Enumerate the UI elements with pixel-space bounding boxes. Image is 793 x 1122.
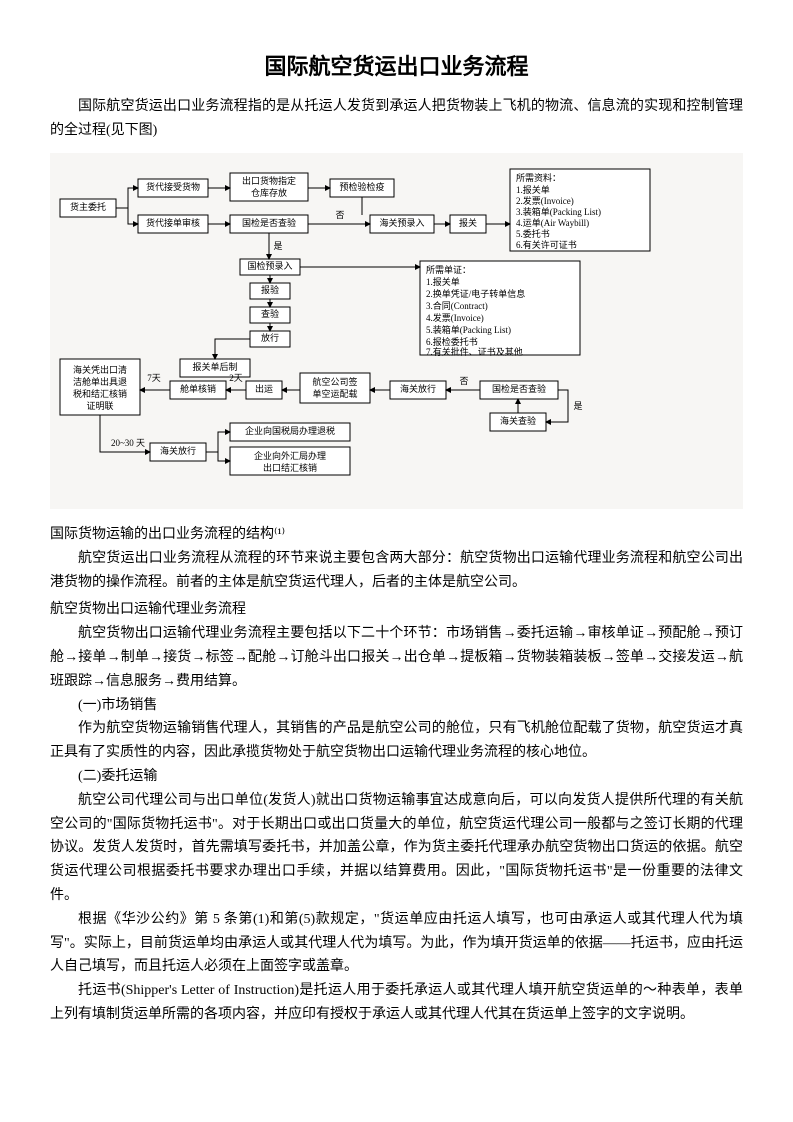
svg-text:海关放行: 海关放行 — [400, 383, 436, 394]
svg-text:国检是否查验: 国检是否查验 — [242, 217, 296, 228]
process-flowchart: 货主委托 货代接受货物 货代接单审核 出口货物指定仓库存放 预检验检疫 国检是否… — [50, 153, 743, 509]
svg-text:货代接单审核: 货代接单审核 — [146, 217, 200, 228]
svg-text:航空公司签: 航空公司签 — [312, 376, 357, 387]
svg-text:出口货物指定: 出口货物指定 — [242, 175, 296, 186]
svg-text:7.有关批件、证书及其他: 7.有关批件、证书及其他 — [426, 346, 523, 357]
svg-text:3.合同(Contract): 3.合同(Contract) — [426, 300, 488, 311]
section-2-para3: 托运书(Shipper's Letter of Instruction)是托运人… — [50, 979, 743, 1027]
structure-head: 国际货物运输的出口业务流程的结构⁽¹⁾ — [50, 523, 743, 547]
svg-text:1.报关单: 1.报关单 — [426, 276, 460, 287]
svg-text:企业向外汇局办理: 企业向外汇局办理 — [254, 450, 326, 461]
svg-text:证明联: 证明联 — [86, 401, 113, 411]
svg-text:企业向国税局办理退税: 企业向国税局办理退税 — [245, 425, 335, 436]
section-2-para1: 航空公司代理公司与出口单位(发货人)就出口货物运输事宜达成意向后，可以向发货人提… — [50, 789, 743, 908]
svg-text:海关预录入: 海关预录入 — [379, 217, 424, 228]
svg-text:2.发票(Invoice): 2.发票(Invoice) — [516, 195, 574, 206]
svg-text:所需资料：: 所需资料： — [516, 172, 561, 183]
svg-text:货主委托: 货主委托 — [70, 201, 106, 212]
section-2-para2: 根据《华沙公约》第 5 条第(1)和第(5)款规定，"货运单应由托运人填写，也可… — [50, 908, 743, 979]
structure-para: 航空货运出口业务流程从流程的环节来说主要包含两大部分：航空货物出口运输代理业务流… — [50, 547, 743, 595]
svg-text:仓库存放: 仓库存放 — [251, 187, 287, 198]
svg-text:5.委托书: 5.委托书 — [516, 228, 550, 239]
svg-text:2天: 2天 — [229, 373, 243, 383]
svg-text:6.报检委托书: 6.报检委托书 — [426, 336, 478, 347]
svg-text:5.装箱单(Packing List): 5.装箱单(Packing List) — [426, 324, 511, 335]
svg-text:洁舱单出具退: 洁舱单出具退 — [73, 376, 127, 387]
svg-text:查验: 查验 — [261, 308, 279, 319]
svg-text:3.装箱单(Packing List): 3.装箱单(Packing List) — [516, 206, 601, 217]
svg-text:所需单证：: 所需单证： — [426, 264, 471, 275]
svg-text:是: 是 — [273, 241, 282, 251]
svg-text:7天: 7天 — [147, 373, 161, 383]
svg-text:海关放行: 海关放行 — [160, 445, 196, 456]
svg-text:否: 否 — [335, 210, 344, 220]
section-1-head: (一)市场销售 — [50, 694, 743, 718]
agent-flow-para: 航空货物出口运输代理业务流程主要包括以下二十个环节：市场销售→委托运输→审核单证… — [50, 622, 743, 693]
section-1-para: 作为航空货物运输销售代理人，其销售的产品是航空公司的舱位，只有飞机舱位配载了货物… — [50, 717, 743, 765]
svg-text:单空运配载: 单空运配载 — [312, 388, 357, 399]
svg-text:海关查验: 海关查验 — [500, 415, 536, 426]
section-2-head: (二)委托运输 — [50, 765, 743, 789]
svg-text:税和结汇核销: 税和结汇核销 — [73, 388, 127, 399]
svg-text:国检是否查验: 国检是否查验 — [492, 383, 546, 394]
svg-text:出口结汇核销: 出口结汇核销 — [263, 462, 317, 473]
svg-text:预检验检疫: 预检验检疫 — [339, 181, 384, 192]
svg-text:货代接受货物: 货代接受货物 — [146, 181, 200, 192]
svg-text:出运: 出运 — [255, 383, 273, 394]
page-title: 国际航空货运出口业务流程 — [50, 48, 743, 85]
svg-text:否: 否 — [459, 376, 468, 386]
intro-paragraph: 国际航空货运出口业务流程指的是从托运人发货到承运人把货物装上飞机的物流、信息流的… — [50, 95, 743, 143]
svg-text:是: 是 — [573, 401, 582, 411]
svg-text:1.报关单: 1.报关单 — [516, 184, 550, 195]
svg-text:4.运单(Air Waybill): 4.运单(Air Waybill) — [516, 217, 589, 228]
agent-flow-head: 航空货物出口运输代理业务流程 — [50, 598, 743, 622]
svg-text:报验: 报验 — [261, 284, 279, 295]
svg-text:4.发票(Invoice): 4.发票(Invoice) — [426, 312, 484, 323]
svg-text:6.有关许可证书: 6.有关许可证书 — [516, 239, 577, 250]
svg-text:海关凭出口清: 海关凭出口清 — [73, 364, 127, 375]
svg-text:2.换单凭证/电子转单信息: 2.换单凭证/电子转单信息 — [426, 288, 525, 299]
svg-text:报关: 报关 — [459, 217, 477, 228]
svg-text:舱单核销: 舱单核销 — [180, 383, 216, 394]
svg-text:20~30 天: 20~30 天 — [111, 438, 145, 448]
svg-text:放行: 放行 — [261, 332, 279, 343]
svg-text:报关单后制: 报关单后制 — [192, 361, 237, 372]
svg-text:国检预录入: 国检预录入 — [247, 260, 292, 271]
